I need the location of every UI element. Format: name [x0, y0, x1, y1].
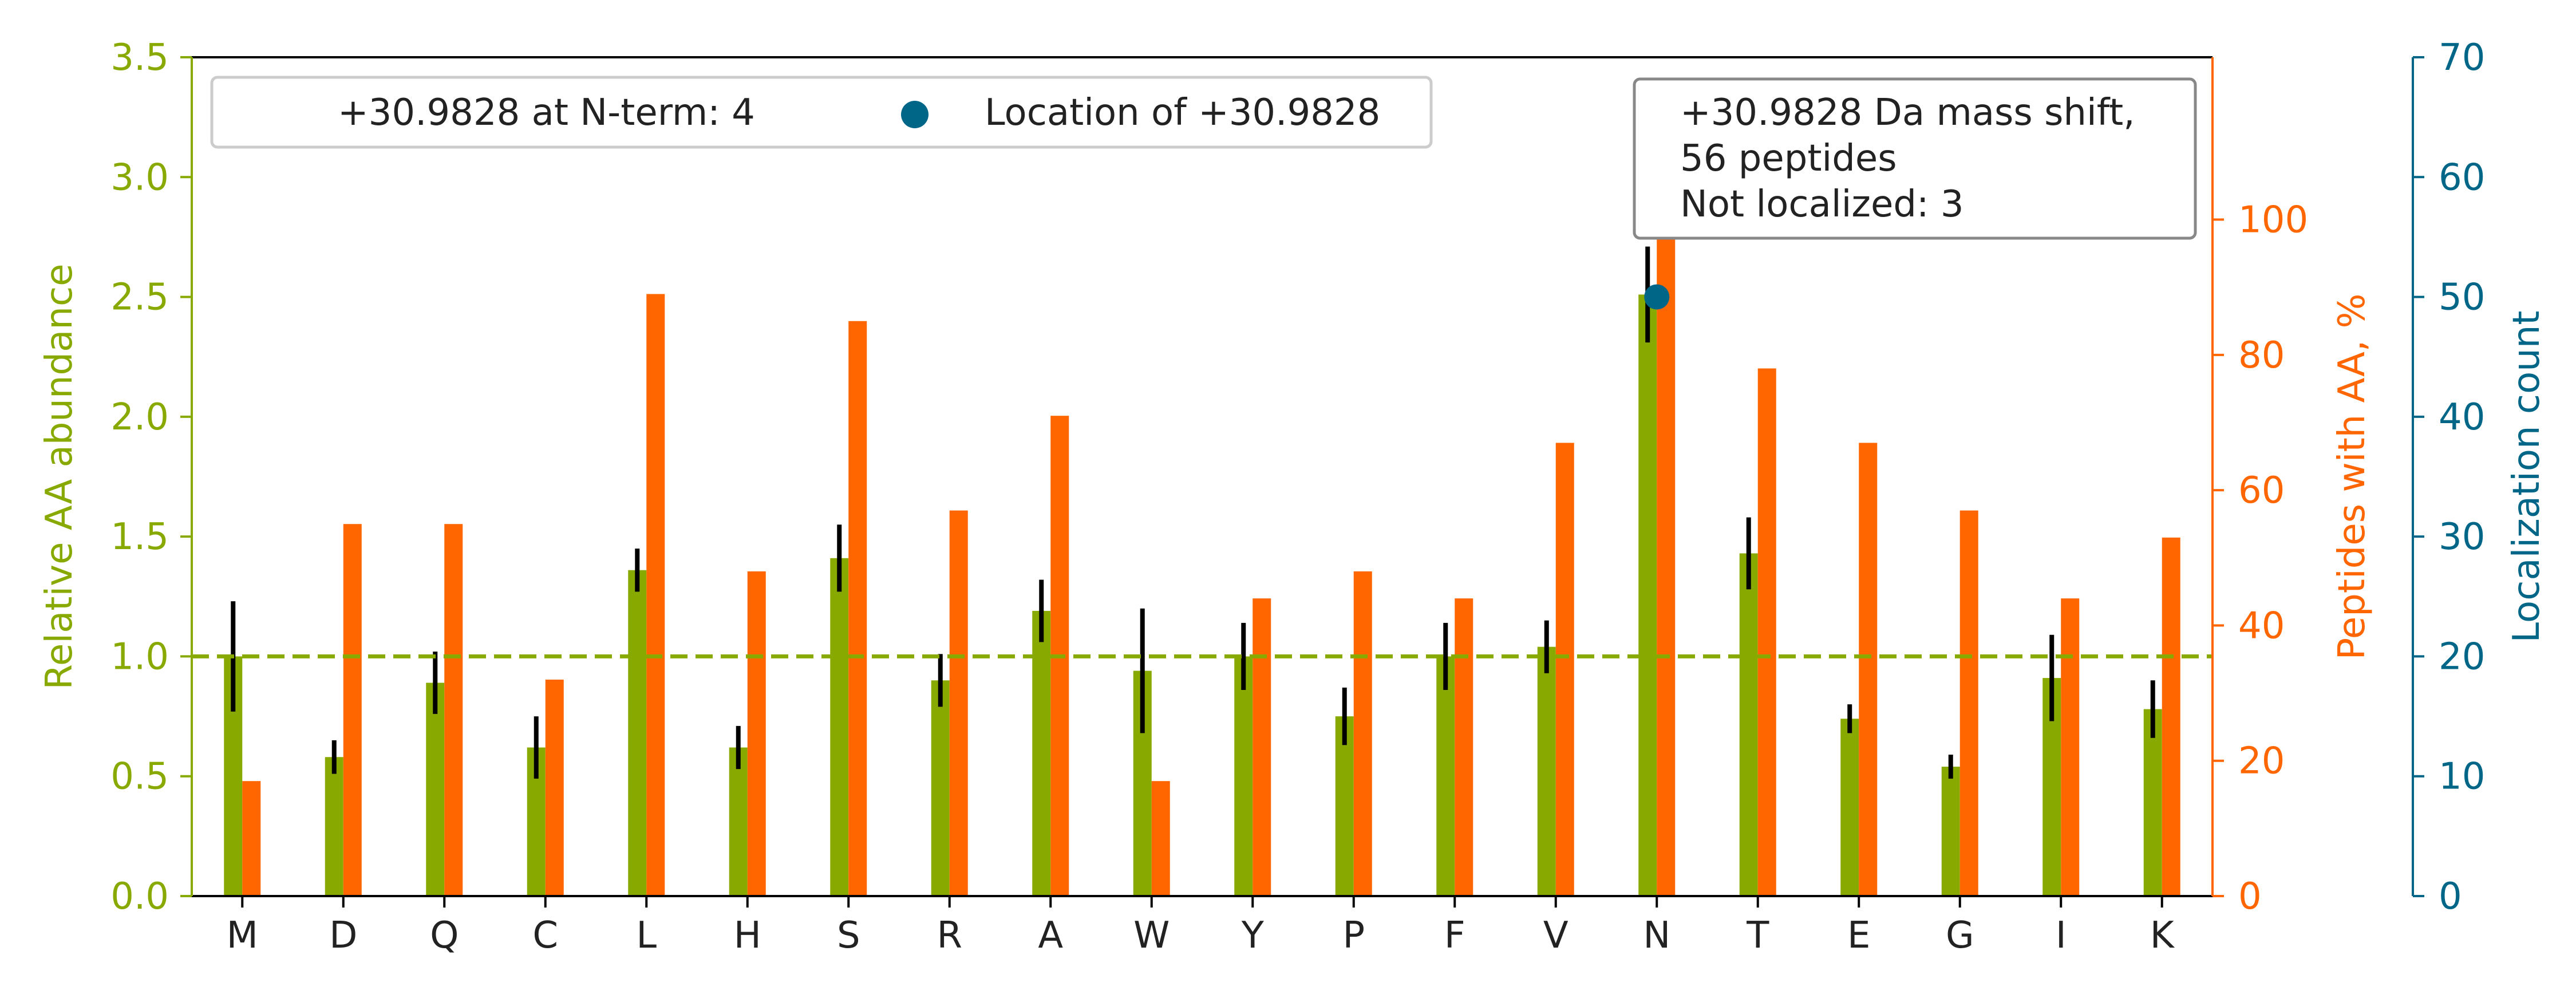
x-tick-label: G: [1946, 914, 1974, 957]
x-tick-label: I: [2056, 914, 2067, 957]
x-tick-label: M: [227, 914, 258, 957]
far-right-tick-label: 40: [2439, 396, 2485, 439]
peptides-bar: [2061, 598, 2080, 896]
peptides-bar: [1253, 598, 1271, 896]
left-tick-label: 1.0: [110, 636, 169, 678]
localization-point: [1644, 284, 1670, 310]
left-tick-label: 2.0: [110, 396, 169, 439]
x-tick-label: S: [837, 914, 860, 957]
right-tick-label: 80: [2238, 334, 2285, 377]
abundance-bar: [729, 747, 748, 896]
peptides-bar: [2162, 537, 2180, 896]
x-tick-label: L: [636, 914, 657, 957]
abundance-bar: [1436, 656, 1455, 896]
left-tick-label: 2.5: [110, 277, 169, 319]
x-tick-label: H: [734, 914, 761, 957]
peptides-bar: [343, 524, 362, 896]
annotation-line: Not localized: 3: [1680, 183, 1964, 226]
abundance-bar: [1335, 716, 1354, 896]
abundance-bar: [1032, 610, 1051, 896]
annotation-line: 56 peptides: [1680, 137, 1897, 180]
x-tick-label: E: [1847, 914, 1870, 957]
legend-box: +30.9828 at N-term: 4 Location of +30.982…: [210, 76, 1433, 149]
abundance-bar: [1638, 294, 1657, 896]
x-tick-label: T: [1746, 914, 1769, 957]
left-tick-label: 3.0: [110, 156, 169, 199]
peptides-bar: [1555, 443, 1574, 896]
x-tick-label: V: [1543, 914, 1568, 957]
abundance-bar: [1941, 766, 1960, 896]
legend-frame: [210, 76, 1433, 149]
left-axis-label: Relative AA abundance: [38, 263, 81, 689]
peptides-bar: [848, 321, 867, 896]
x-tick-label: P: [1342, 914, 1365, 957]
right-tick-label: 40: [2238, 605, 2285, 647]
right-tick-label: 100: [2238, 199, 2308, 242]
far-right-tick-label: 20: [2439, 636, 2485, 678]
bars-layer: [224, 219, 2180, 897]
far-right-tick-label: 30: [2439, 516, 2485, 558]
peptides-bar: [1151, 781, 1170, 896]
left-tick-label: 0.5: [110, 756, 169, 798]
abundance-bar: [1234, 656, 1253, 896]
abundance-bar: [1537, 646, 1556, 896]
x-tick-label: D: [329, 914, 357, 957]
legend-marker-localization: [901, 101, 929, 128]
left-tick-label: 3.5: [110, 37, 169, 79]
peptides-bar: [545, 679, 564, 896]
abundance-bar: [1739, 553, 1758, 896]
x-tick-label: A: [1038, 914, 1063, 957]
x-tick-label: C: [532, 914, 558, 957]
far-right-tick-label: 10: [2439, 756, 2485, 798]
right-axis-label: Peptides with AA, %: [2331, 294, 2373, 660]
x-tick-label: F: [1444, 914, 1465, 957]
abundance-bar: [628, 570, 647, 896]
peptides-bar: [1859, 443, 1878, 896]
x-tick-label: Y: [1241, 914, 1265, 957]
right-tick-label: 60: [2238, 470, 2285, 512]
annotation-line: +30.9828 Da mass shift,: [1680, 92, 2135, 134]
legend-entry-nterm: +30.9828 at N-term: 4: [338, 92, 755, 134]
peptides-bar: [1455, 598, 1473, 896]
right-tick-label: 0: [2238, 875, 2262, 918]
far-right-tick-label: 0: [2439, 875, 2462, 918]
abundance-bar: [2143, 709, 2162, 896]
peptides-bar: [1353, 571, 1372, 896]
peptides-bar: [1657, 219, 1676, 897]
peptides-bar: [646, 294, 665, 896]
x-tick-label: Q: [430, 914, 459, 957]
x-tick-label: R: [937, 914, 962, 957]
peptides-bar: [747, 571, 766, 896]
far-right-tick-label: 60: [2439, 156, 2485, 199]
far-right-tick-label: 50: [2439, 277, 2485, 319]
axes-layer: M D Q C L H S R A W Y P F V N T E G I K 0.0 0.5 1.0 1.5 2.0 2.5 3.…: [38, 37, 2548, 957]
left-tick-label: 1.5: [110, 516, 169, 558]
peptides-bar: [242, 781, 261, 896]
x-tick-label: N: [1643, 914, 1670, 957]
annotation-frame: [1633, 77, 2197, 240]
left-tick-label: 0.0: [110, 875, 169, 918]
abundance-bar: [931, 680, 950, 896]
abundance-bar: [325, 757, 343, 896]
abundance-bar: [1840, 719, 1859, 896]
peptides-bar: [949, 510, 968, 896]
abundance-bar: [830, 558, 849, 896]
abundance-bar: [426, 683, 445, 896]
x-tick-label: K: [2150, 914, 2175, 957]
legend-entry-localization: Location of +30.9828: [985, 92, 1380, 134]
peptides-bar: [444, 524, 463, 896]
right-tick-label: 20: [2238, 740, 2285, 783]
peptides-bar: [1757, 368, 1776, 896]
x-tick-label: W: [1133, 914, 1170, 957]
far-right-tick-label: 70: [2439, 37, 2485, 79]
far-right-axis-label: Localization count: [2506, 311, 2548, 643]
peptides-bar: [1959, 510, 1978, 896]
